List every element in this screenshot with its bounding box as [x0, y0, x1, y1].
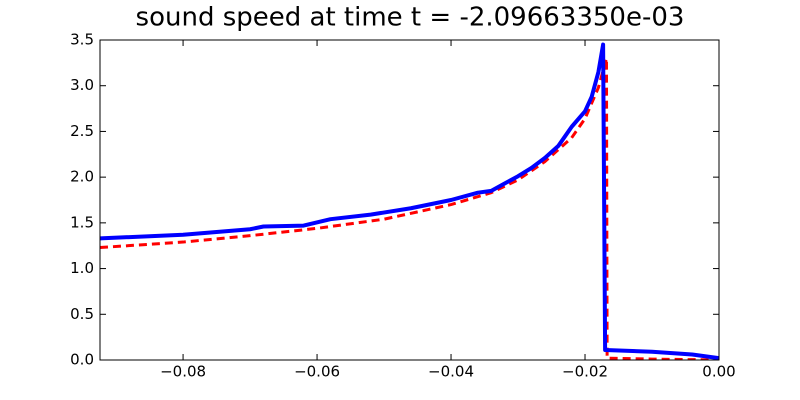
y-tick-label: 2.0: [70, 168, 94, 186]
y-tick-label: 3.5: [70, 31, 94, 49]
axes-frame: [99, 39, 720, 361]
x-tick-label: 0.00: [702, 363, 735, 381]
y-tick-label: 0.5: [70, 305, 94, 323]
line-series: [100, 56, 719, 360]
y-tick-label: 2.5: [70, 122, 94, 140]
y-tick-label: 0.0: [70, 351, 94, 369]
x-tick-label: −0.08: [160, 363, 206, 381]
x-tick-label: −0.02: [562, 363, 608, 381]
plot-area: [100, 42, 719, 360]
y-tick-label: 1.5: [70, 213, 94, 231]
y-tick-label: 1.0: [70, 259, 94, 277]
x-tick-label: −0.06: [294, 363, 340, 381]
x-tick-label: −0.04: [428, 363, 474, 381]
y-tick-label: 3.0: [70, 76, 94, 94]
chart-title: sound speed at time t = -2.09663350e-03: [136, 3, 685, 33]
line-series: [100, 42, 719, 360]
